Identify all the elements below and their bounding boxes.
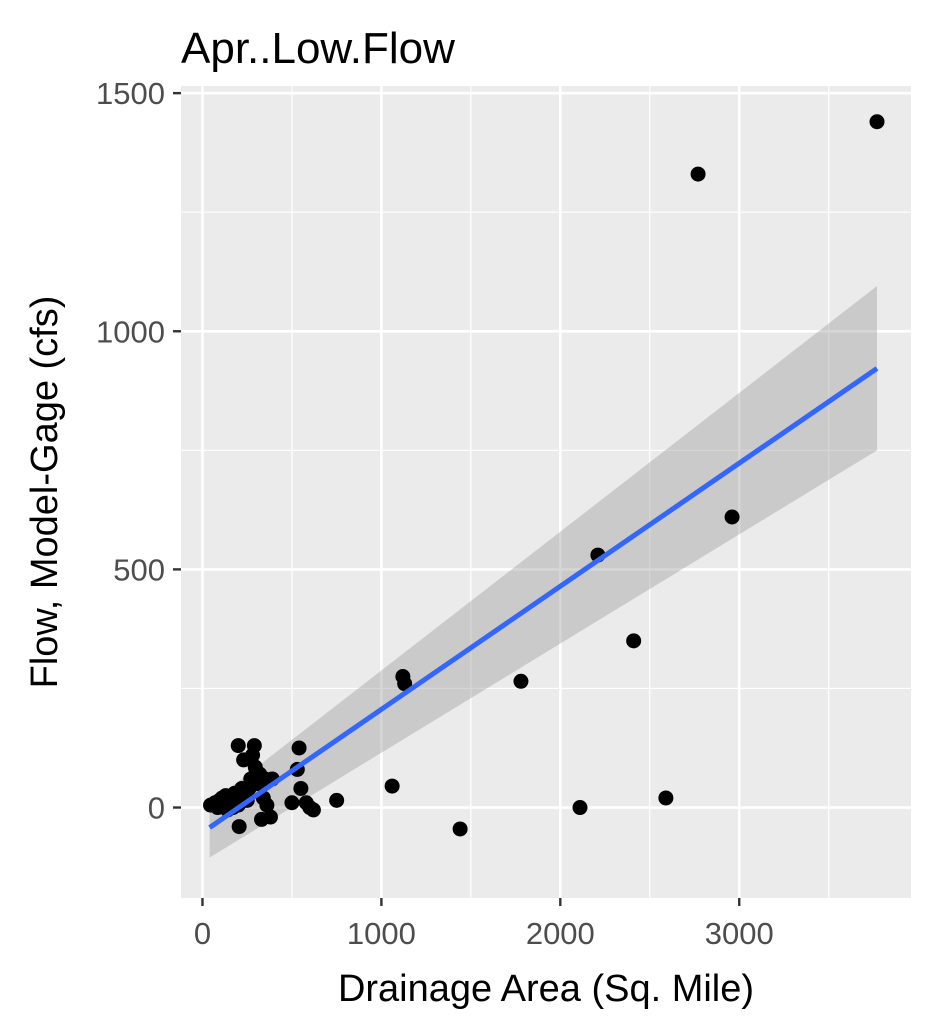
data-point xyxy=(690,166,706,182)
fit-line xyxy=(208,366,879,830)
data-point xyxy=(230,738,246,754)
x-axis: 0 1000 2000 3000 xyxy=(194,898,774,951)
y-tick-label: 1000 xyxy=(96,314,165,349)
major-gridlines xyxy=(181,86,911,898)
data-point xyxy=(262,809,278,825)
x-tick-label: 1000 xyxy=(347,916,416,951)
x-tick-label: 2000 xyxy=(526,916,595,951)
fit-line-layer xyxy=(208,366,879,830)
y-tick-label: 500 xyxy=(113,552,165,587)
minor-gridlines xyxy=(181,86,911,898)
data-point xyxy=(869,114,885,130)
data-point xyxy=(246,738,262,754)
data-point xyxy=(724,509,740,525)
data-point xyxy=(452,821,468,837)
data-point xyxy=(572,800,588,816)
data-point xyxy=(305,802,321,818)
data-point xyxy=(259,797,275,813)
data-point xyxy=(397,676,413,692)
data-point xyxy=(284,795,300,811)
x-tick-label: 3000 xyxy=(705,916,774,951)
y-tick-label: 0 xyxy=(148,791,165,826)
data-point xyxy=(384,778,400,794)
data-point xyxy=(513,673,529,689)
data-point xyxy=(231,819,247,835)
y-axis-title: Flow, Model-Gage (cfs) xyxy=(24,296,66,689)
data-point xyxy=(658,790,674,806)
data-point xyxy=(329,792,345,808)
y-tick-label: 1500 xyxy=(96,76,165,111)
data-point xyxy=(293,780,309,796)
x-axis-title: Drainage Area (Sq. Mile) xyxy=(338,968,754,1010)
data-point xyxy=(291,740,307,756)
x-tick-label: 0 xyxy=(194,916,211,951)
chart-title: Apr..Low.Flow xyxy=(181,24,455,73)
y-axis: 0 500 1000 1500 xyxy=(96,76,181,826)
data-point xyxy=(626,633,642,649)
